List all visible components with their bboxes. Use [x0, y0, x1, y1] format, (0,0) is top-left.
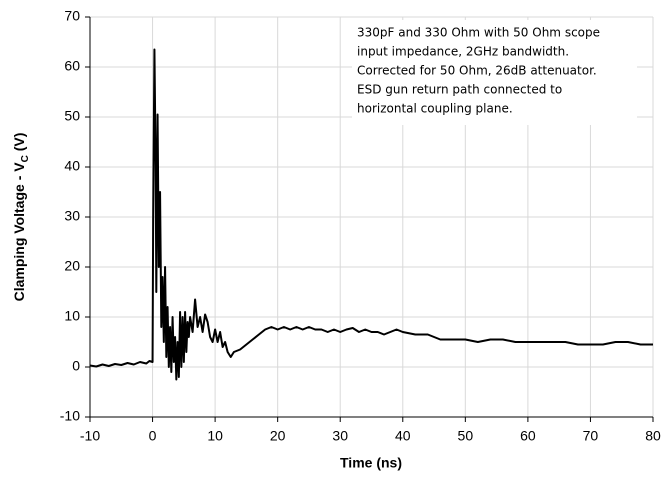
annotation-line: input impedance, 2GHz bandwidth. [357, 45, 569, 59]
annotation-box [352, 20, 637, 125]
y-tick-label: 40 [64, 158, 80, 174]
annotation-line: 330pF and 330 Ohm with 50 Ohm scope [357, 26, 600, 40]
x-tick-label: 20 [270, 428, 286, 444]
x-tick-label: 0 [149, 428, 157, 444]
y-tick-label: 10 [64, 308, 80, 324]
x-tick-label: 50 [458, 428, 474, 444]
x-tick-label: 30 [332, 428, 348, 444]
y-tick-label: 50 [64, 108, 80, 124]
y-tick-label: 0 [72, 358, 80, 374]
y-tick-label: 20 [64, 258, 80, 274]
x-tick-label: 70 [583, 428, 599, 444]
y-title-sub: C [20, 155, 31, 162]
y-title-suffix: (V) [11, 133, 27, 156]
y-tick-label: 60 [64, 58, 80, 74]
y-tick-label: 30 [64, 208, 80, 224]
x-tick-label: -10 [80, 428, 100, 444]
x-tick-label: 10 [207, 428, 223, 444]
series-line [89, 48, 653, 381]
y-title-text: Clamping Voltage - V [11, 162, 27, 302]
annotation-line: horizontal coupling plane. [357, 102, 513, 116]
x-tick-label: 80 [645, 428, 661, 444]
x-tick-label: 40 [395, 428, 411, 444]
annotation-line: ESD gun return path connected to [357, 83, 562, 97]
y-axis-title: Clamping Voltage - VC (V) [11, 133, 31, 302]
annotation-line: Corrected for 50 Ohm, 26dB attenuator. [357, 64, 597, 78]
x-tick-label: 60 [520, 428, 536, 444]
x-axis-title: Time (ns) [340, 455, 402, 471]
y-tick-label: 70 [64, 8, 80, 24]
y-tick-label: -10 [60, 408, 80, 424]
